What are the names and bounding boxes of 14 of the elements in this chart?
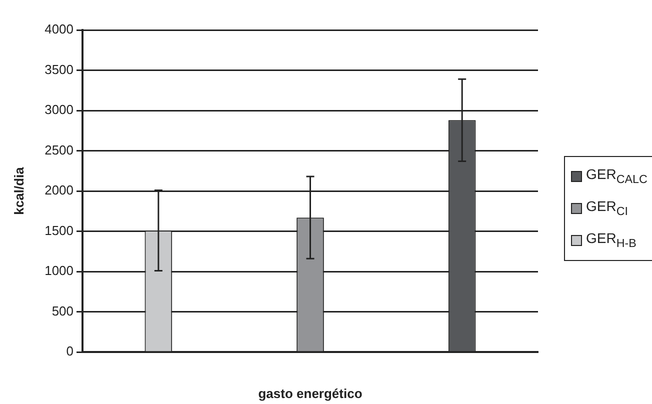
x-axis-title: gasto energético [258, 386, 362, 401]
y-tick-label: 500 [52, 303, 74, 318]
y-tick-label: 3500 [44, 62, 74, 77]
y-tick-label: 2500 [44, 142, 74, 158]
y-tick-label: 1500 [44, 222, 74, 238]
y-tick-label: 2000 [44, 182, 74, 198]
y-axis-title: kcal/dia [11, 166, 26, 215]
y-tick-label: 4000 [44, 22, 74, 37]
legend-label: GER$_{CALC}$ [586, 165, 648, 188]
legend-label: GER$_{H-B}$ [586, 228, 636, 252]
y-tick-label: 1000 [44, 263, 74, 278]
y-tick-label: 3000 [44, 102, 74, 118]
legend-label: GER$_{CI}$ [586, 196, 628, 220]
y-tick-label: 0 [66, 344, 74, 359]
